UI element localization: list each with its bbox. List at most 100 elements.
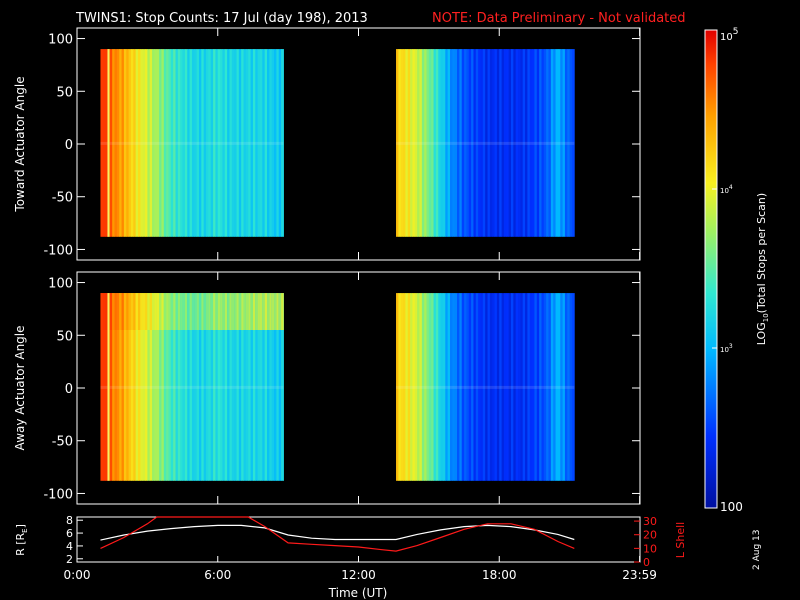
heatmap-cell — [126, 49, 130, 237]
heatmap-cell — [522, 49, 526, 237]
colorbar: 105 104 103 100 LOG10(Total Stops per Sc… — [704, 27, 770, 514]
heatmap-cell — [187, 293, 190, 481]
heatmap-cell — [210, 49, 214, 237]
heatmap-cell — [412, 293, 416, 481]
heatmap-cell — [468, 293, 472, 481]
time-tick-label: 23:59 — [622, 568, 657, 582]
heatmap-cell — [180, 293, 183, 481]
heatmap-cell — [203, 293, 207, 481]
heatmap-cell — [454, 49, 458, 237]
heatmap-cell — [412, 49, 416, 237]
heatmap-cell — [433, 49, 437, 237]
heatmap-cell — [466, 49, 470, 237]
heatmap-cell — [492, 293, 495, 481]
heatmap-cell — [257, 293, 261, 481]
heatmap-cell — [487, 293, 491, 481]
heatmap-cell — [508, 293, 512, 481]
heatmap-cell — [102, 293, 106, 330]
heatmap-cell — [105, 293, 108, 330]
heatmap-cell — [426, 49, 430, 237]
heatmap-cell — [227, 293, 230, 481]
heatmap-cell — [410, 49, 413, 237]
heatmap-cell — [482, 49, 486, 237]
heatmap-cell — [234, 293, 237, 330]
time-tick-label: 18:00 — [482, 568, 517, 582]
heatmap-cell — [548, 49, 552, 237]
heatmap-cell — [482, 293, 486, 481]
heatmap-cell — [248, 49, 251, 237]
heatmap-cell — [405, 293, 409, 481]
heatmap-cell — [407, 293, 411, 481]
heatmap-cell — [442, 49, 446, 237]
heatmap-cell — [459, 49, 463, 237]
lshell-axis-label: L Shell — [674, 522, 687, 558]
heatmap-zero-stripe — [396, 141, 575, 145]
heatmap-cell — [269, 293, 273, 481]
heatmap-cell — [130, 293, 134, 330]
heatmap-cell — [189, 49, 193, 237]
heatmap-cell — [410, 293, 413, 481]
heatmap-cell — [445, 293, 449, 481]
heatmap-cell — [112, 49, 115, 237]
heatmap-cell — [245, 49, 249, 237]
heatmap-cell — [210, 293, 214, 330]
heatmap-cell — [243, 293, 247, 481]
heatmap-cell — [473, 293, 477, 481]
heatmap-cell — [527, 293, 531, 481]
heatmap-cell — [464, 293, 467, 481]
heatmap-cell — [140, 293, 144, 481]
heatmap-cell — [159, 49, 162, 237]
heatmap-cell — [471, 49, 474, 237]
heatmap-cell — [208, 293, 212, 481]
heatmap-cell — [222, 293, 226, 481]
heatmap-cell — [442, 293, 446, 481]
away-ylabel: Away Actuator Angle — [13, 325, 27, 450]
heatmap-cell — [264, 293, 268, 481]
heatmap-cell — [215, 49, 219, 237]
heatmap-cell — [518, 293, 521, 481]
heatmap-cell — [480, 293, 484, 481]
chart-title: TWINS1: Stop Counts: 17 Jul (day 198), 2… — [75, 11, 368, 26]
heatmap-cell — [187, 49, 190, 237]
heatmap-zero-stripe — [100, 141, 284, 145]
heatmap-cell — [499, 49, 502, 237]
heatmap-cell — [424, 49, 427, 237]
heatmap-cell — [109, 293, 113, 330]
heatmap-cell — [398, 49, 402, 237]
heatmap-cell — [274, 49, 277, 237]
heatmap-cell — [194, 293, 198, 330]
r-tick-label: 2 — [66, 553, 73, 566]
heatmap-cell — [130, 49, 134, 237]
heatmap-cell — [168, 49, 172, 237]
heatmap-cell — [184, 293, 188, 330]
heatmap-cell — [198, 293, 202, 481]
heatmap-cell — [414, 293, 418, 481]
heatmap-cell — [163, 293, 167, 481]
heatmap-cell — [137, 293, 141, 481]
heatmap-cell — [133, 293, 137, 481]
heatmap-cell — [499, 293, 502, 481]
heatmap-cell — [229, 293, 233, 481]
heatmap-cell — [180, 49, 183, 237]
heatmap-cell — [112, 293, 115, 330]
heatmap-cell — [449, 49, 453, 237]
heatmap-cell — [102, 49, 106, 237]
heatmap-cell — [567, 293, 571, 481]
heatmap-cell — [156, 293, 160, 481]
heatmap-cell — [166, 293, 169, 330]
heatmap-cell — [513, 293, 517, 481]
heatmap-cell — [227, 49, 230, 237]
heatmap-cell — [438, 293, 442, 481]
heatmap-cell — [220, 49, 223, 237]
heatmap-cell — [421, 293, 425, 481]
heatmap-cell — [234, 293, 237, 481]
heatmap-cell — [541, 49, 545, 237]
heatmap-cell — [475, 49, 479, 237]
heatmap-cell — [222, 293, 226, 330]
heatmap-cell — [100, 49, 104, 237]
heatmap-cell — [398, 293, 402, 481]
heatmap-cell — [468, 49, 472, 237]
heatmap-cell — [128, 49, 132, 237]
colorbar-fill — [704, 29, 718, 509]
